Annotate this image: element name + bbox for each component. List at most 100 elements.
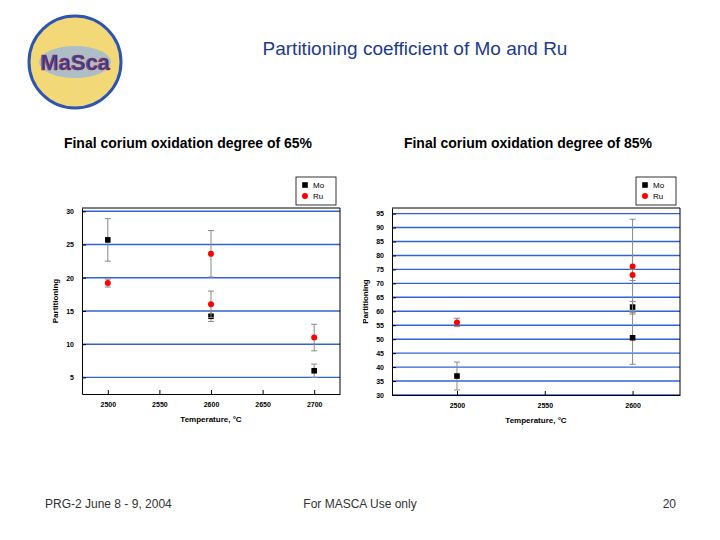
error-cap — [105, 218, 111, 219]
grid — [392, 214, 680, 395]
tick: 85 — [376, 238, 396, 245]
data-point — [630, 335, 636, 341]
tick: 80 — [376, 252, 396, 259]
error-cap — [630, 280, 636, 281]
error-cap — [208, 317, 214, 318]
footer-left: PRG-2 June 8 - 9, 2004 — [45, 497, 172, 511]
error-cap — [630, 314, 636, 315]
data-point — [105, 280, 111, 286]
tick-label: 2500 — [101, 401, 117, 408]
error-bar — [630, 269, 636, 280]
tick-mark — [211, 390, 212, 394]
y-axis: 3035404550556065707580859095 — [376, 209, 396, 399]
tick-label: 2550 — [152, 401, 168, 408]
legend: MoRu — [636, 177, 676, 205]
tick-mark — [392, 339, 396, 340]
grid-line — [392, 380, 680, 381]
plot-marks — [105, 219, 317, 378]
error-bar — [454, 362, 460, 390]
tick-mark — [392, 311, 396, 312]
error-bar — [630, 311, 636, 364]
legend-box — [636, 177, 676, 205]
tick-mark — [263, 390, 264, 394]
legend-box — [296, 177, 336, 205]
logo-globe — [29, 16, 121, 108]
x-axis: 25002550260026502700 — [83, 390, 341, 408]
error-cap — [105, 261, 111, 262]
logo-text: MaSca — [40, 50, 110, 75]
error-cap — [630, 219, 636, 220]
tick-label: 55 — [376, 322, 384, 329]
tick-mark — [545, 391, 546, 395]
error-cap — [208, 291, 214, 292]
legend-marker — [642, 182, 648, 188]
grid-line — [392, 255, 680, 256]
grid-line — [392, 352, 680, 353]
tick-label: 95 — [376, 210, 384, 217]
tick-mark — [82, 245, 86, 246]
tick-label: 70 — [376, 280, 384, 287]
tick: 20 — [66, 274, 86, 281]
tick-label: 2600 — [625, 402, 641, 409]
tick-mark — [392, 228, 396, 229]
legend-marker — [302, 193, 308, 199]
tick-label: 2650 — [255, 401, 271, 408]
error-cap — [630, 364, 636, 365]
data-point — [208, 301, 214, 307]
grid-line — [392, 241, 680, 242]
error-bar — [630, 219, 636, 314]
tick: 40 — [376, 364, 396, 371]
chart-title: Final corium oxidation degree of 65% — [64, 135, 313, 151]
tick-label: 80 — [376, 252, 384, 259]
tick: 15 — [66, 308, 86, 315]
legend-marker — [642, 193, 648, 199]
footer-center: For MASCA Use only — [303, 497, 416, 511]
tick: 30 — [376, 392, 396, 399]
grid-line — [392, 213, 680, 214]
tick: 2550 — [537, 391, 553, 409]
x-axis-title: Temperature, °C — [180, 415, 242, 424]
frame — [392, 208, 680, 209]
tick-mark — [457, 391, 458, 395]
tick-mark — [392, 395, 396, 396]
grid-line — [392, 394, 680, 395]
x-axis-title: Temperature, °C — [505, 416, 567, 425]
tick-mark — [82, 211, 86, 212]
error-cap — [454, 389, 460, 390]
tick-mark — [108, 390, 109, 394]
tick-label: 45 — [376, 350, 384, 357]
tick: 55 — [376, 322, 396, 329]
chart: Final corium oxidation degree of 65% 2500… — [51, 135, 341, 424]
data-point — [311, 335, 317, 341]
tick-label: 35 — [376, 378, 384, 385]
tick-mark — [392, 283, 396, 284]
tick-label: 2500 — [450, 402, 466, 409]
grid-line — [392, 325, 680, 326]
tick-mark — [82, 311, 86, 312]
slide: MaSca Partitioning coefficient of Mo and … — [0, 0, 720, 540]
tick: 90 — [376, 224, 396, 231]
slide-title: Partitioning coefficient of Mo and Ru — [263, 38, 568, 59]
x-axis: 2500 2550 2600 — [393, 391, 681, 409]
logo: MaSca — [29, 16, 121, 108]
error-cap — [311, 364, 317, 365]
tick: 50 — [376, 336, 396, 343]
grid-line — [82, 377, 340, 378]
tick: 75 — [376, 266, 396, 273]
grid-line — [392, 227, 680, 228]
legend-label: Mo — [313, 181, 325, 190]
tick: 2500 — [101, 390, 117, 408]
grid-line — [82, 343, 340, 344]
tick-label: 30 — [66, 208, 74, 215]
error-cap — [454, 318, 460, 319]
grid-line — [392, 283, 680, 284]
tick-mark — [82, 377, 86, 378]
grid-line — [82, 277, 340, 278]
frame — [82, 208, 340, 209]
y-axis: 51015202530 — [66, 208, 86, 394]
legend-label: Ru — [313, 192, 323, 201]
tick-mark — [392, 241, 396, 242]
axis-line — [393, 395, 681, 396]
tick: 2600 — [204, 390, 220, 408]
tick-mark — [392, 325, 396, 326]
